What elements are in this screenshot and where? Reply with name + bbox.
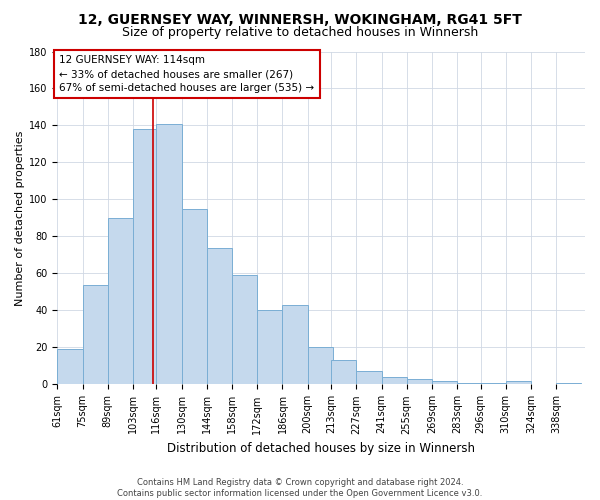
Bar xyxy=(257,310,283,384)
Bar xyxy=(58,350,83,384)
Bar xyxy=(157,124,182,384)
Bar xyxy=(556,382,581,384)
Text: 12 GUERNSEY WAY: 114sqm
← 33% of detached houses are smaller (267)
67% of semi-d: 12 GUERNSEY WAY: 114sqm ← 33% of detache… xyxy=(59,55,314,93)
Bar xyxy=(382,377,407,384)
Bar xyxy=(457,382,482,384)
Text: Contains HM Land Registry data © Crown copyright and database right 2024.
Contai: Contains HM Land Registry data © Crown c… xyxy=(118,478,482,498)
Bar xyxy=(432,380,457,384)
Bar xyxy=(506,380,531,384)
Bar xyxy=(283,305,308,384)
Bar xyxy=(83,284,108,384)
Bar xyxy=(108,218,133,384)
Text: Size of property relative to detached houses in Winnersh: Size of property relative to detached ho… xyxy=(122,26,478,39)
X-axis label: Distribution of detached houses by size in Winnersh: Distribution of detached houses by size … xyxy=(167,442,475,455)
Bar xyxy=(182,208,207,384)
Text: 12, GUERNSEY WAY, WINNERSH, WOKINGHAM, RG41 5FT: 12, GUERNSEY WAY, WINNERSH, WOKINGHAM, R… xyxy=(78,12,522,26)
Bar xyxy=(133,129,158,384)
Bar xyxy=(407,379,432,384)
Bar xyxy=(356,372,382,384)
Bar xyxy=(331,360,356,384)
Y-axis label: Number of detached properties: Number of detached properties xyxy=(15,130,25,306)
Bar xyxy=(481,382,506,384)
Bar xyxy=(207,248,232,384)
Bar xyxy=(232,276,257,384)
Bar xyxy=(308,348,333,385)
